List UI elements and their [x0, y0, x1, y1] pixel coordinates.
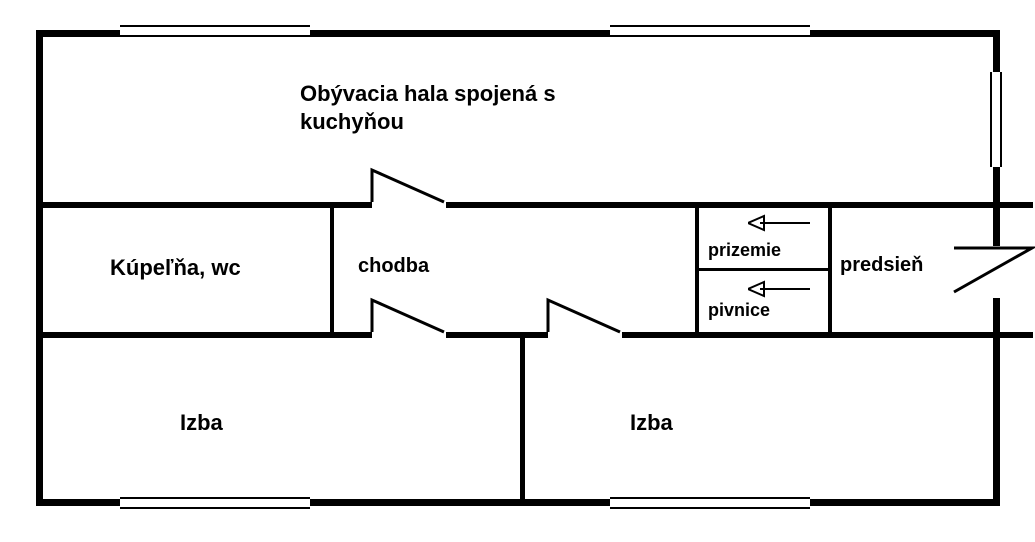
wall-bath-right — [330, 202, 334, 336]
label-living: Obývacia hala spojená s kuchyňou — [300, 80, 556, 135]
wall-izba-divider — [520, 332, 525, 502]
label-predsien: predsieň — [840, 254, 923, 277]
door-swing-living — [372, 168, 446, 204]
arrow-pivnice — [748, 280, 812, 298]
window-bottom-left — [120, 497, 310, 509]
wall-stairs-mid — [695, 268, 830, 271]
window-bottom-right — [610, 497, 810, 509]
window-right — [990, 72, 1002, 167]
label-prizemie: prizemie — [708, 240, 781, 261]
corridor-wall-top — [36, 202, 1000, 208]
label-izba-r: Izba — [630, 410, 673, 436]
floorplan-canvas: Obývacia hala spojená s kuchyňou Kúpeľňa… — [0, 0, 1035, 542]
window-top-right — [610, 25, 810, 37]
label-izba-l: Izba — [180, 410, 223, 436]
window-top-left — [120, 25, 310, 37]
label-chodba: chodba — [358, 255, 429, 278]
wall-predsien-top-ext — [993, 202, 1033, 208]
label-pivnice: pivnice — [708, 300, 770, 321]
wall-predsien-bot-ext — [993, 332, 1033, 338]
arrow-prizemie — [748, 214, 812, 232]
door-swing-entrance — [954, 248, 1035, 294]
door-swing-izba-r — [548, 298, 622, 334]
corridor-wall-bottom — [36, 332, 1000, 338]
door-swing-izba-l — [372, 298, 446, 334]
label-bath: Kúpeľňa, wc — [110, 255, 241, 281]
outer-wall-left — [36, 30, 43, 506]
